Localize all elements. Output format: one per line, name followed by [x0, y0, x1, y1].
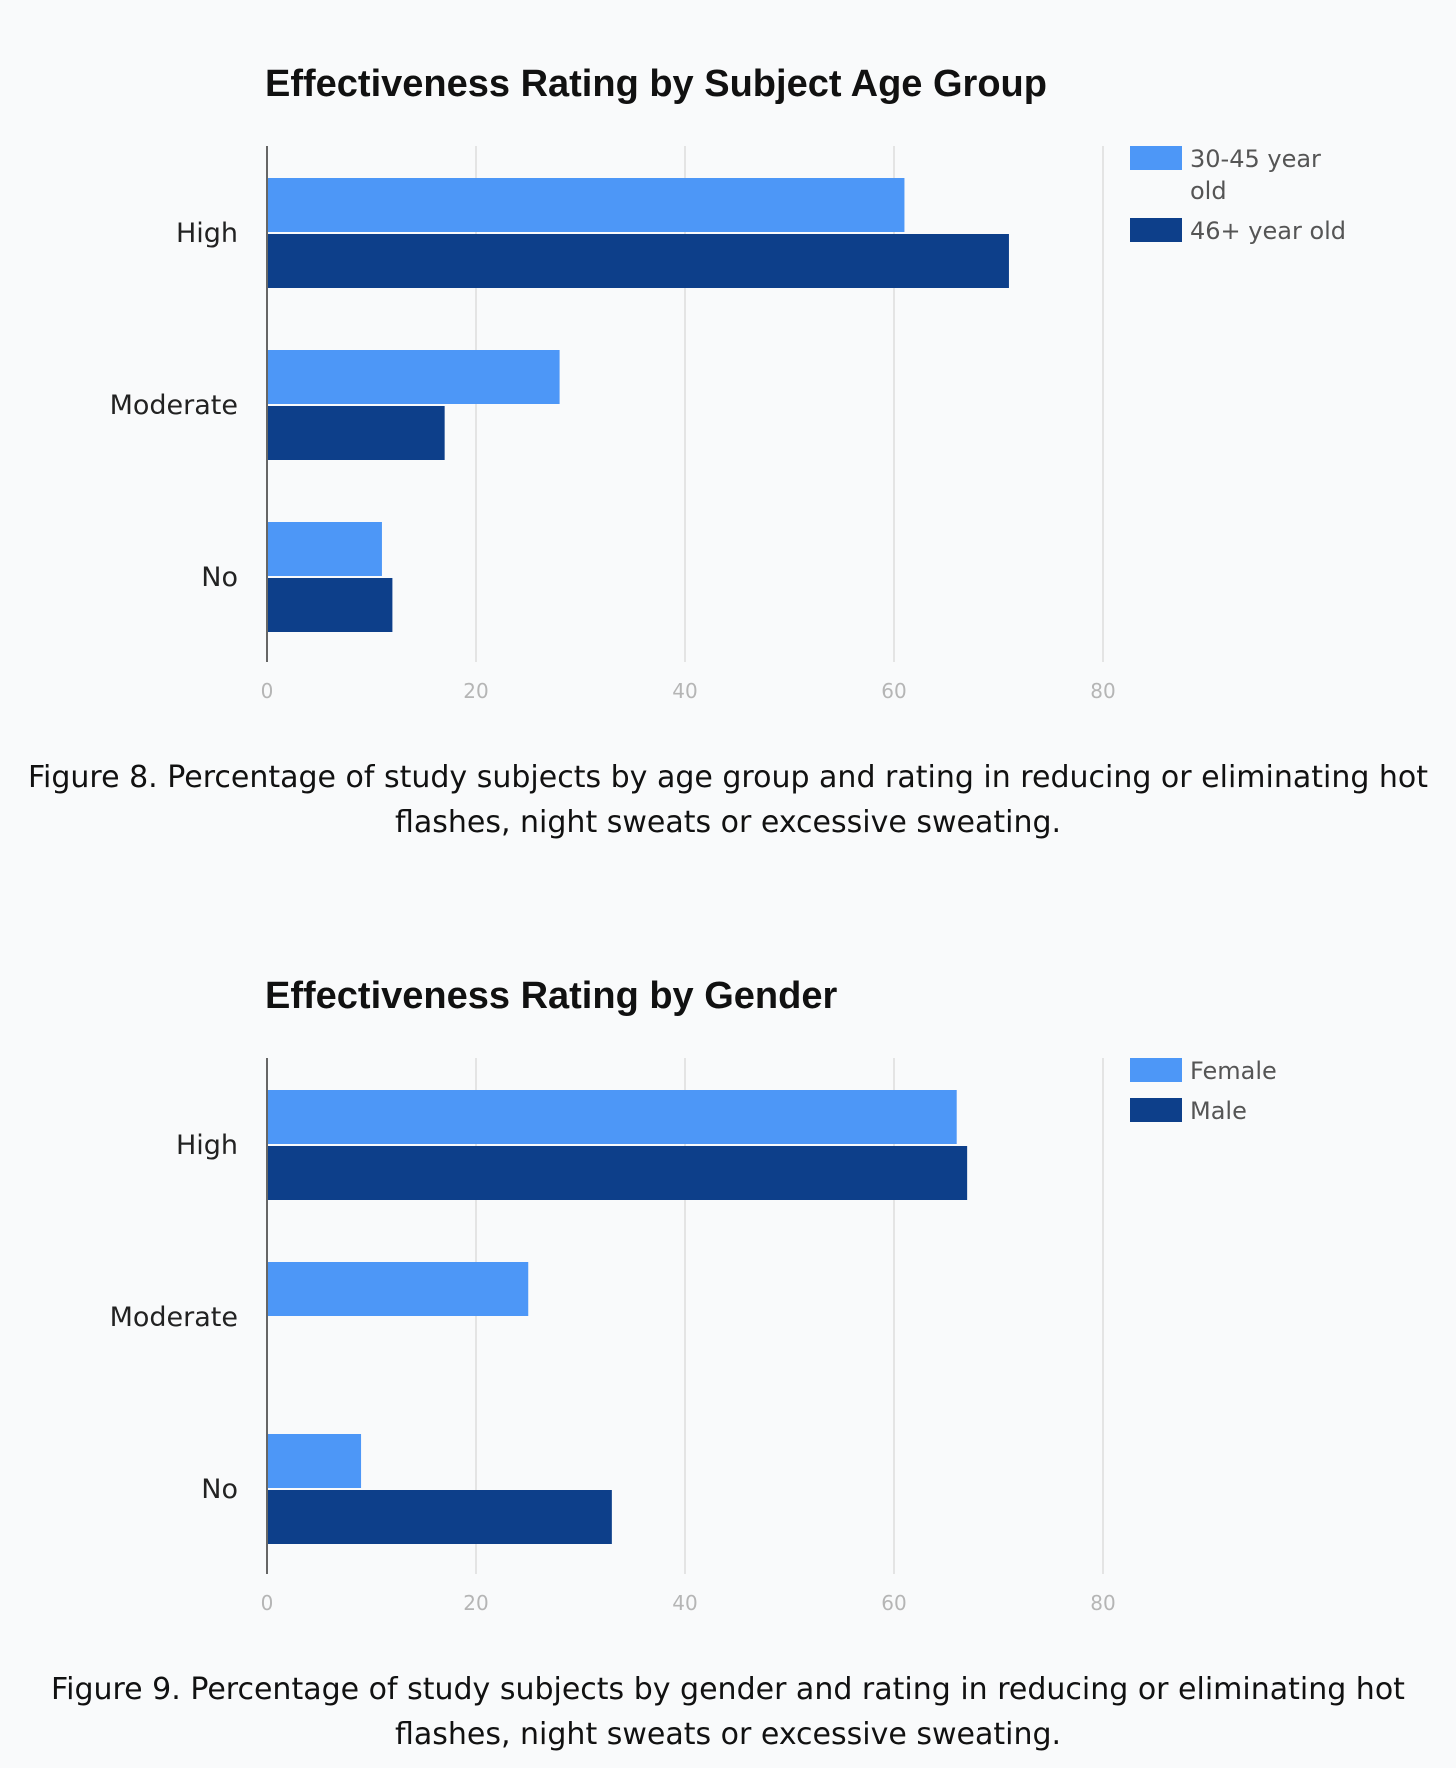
category-label: No	[201, 562, 238, 593]
category-label: Moderate	[110, 1302, 238, 1333]
bar	[267, 406, 445, 460]
x-tick-label: 40	[672, 1591, 697, 1615]
x-tick-label: 60	[881, 679, 906, 703]
figure-9-caption: Figure 9. Percentage of study subjects b…	[0, 1667, 1456, 1757]
bar	[267, 350, 560, 404]
x-tick-label: 20	[463, 679, 488, 703]
legend-label: Male	[1190, 1097, 1247, 1125]
caption-line: Figure 9. Percentage of study subjects b…	[51, 1672, 1405, 1707]
category-label: High	[176, 1130, 238, 1161]
bar	[267, 522, 382, 576]
caption-line: flashes, night sweats or excessive sweat…	[394, 805, 1062, 840]
x-tick-label: 80	[1090, 1591, 1115, 1615]
category-label: Moderate	[110, 390, 238, 421]
bar	[267, 1090, 957, 1144]
figure-9: Effectiveness Rating by Gender 0 20 40 60 80 H…	[0, 912, 1456, 1768]
x-tick-label: 0	[261, 679, 274, 703]
chart-age-group: Effectiveness Rating by Subject Age Grou…	[110, 63, 1346, 703]
bar	[267, 1434, 362, 1488]
caption-line: Figure 8. Percentage of study subjects b…	[27, 760, 1429, 795]
legend-swatch	[1130, 146, 1182, 170]
legend-label: 30-45 year	[1190, 145, 1321, 173]
legend-swatch	[1130, 1098, 1182, 1122]
legend-swatch	[1130, 218, 1182, 242]
x-tick-label: 80	[1090, 679, 1115, 703]
x-tick-label: 60	[881, 1591, 906, 1615]
legend-swatch	[1130, 1058, 1182, 1082]
legend-label: old	[1190, 177, 1227, 205]
bar	[267, 578, 393, 632]
caption-line: flashes, night sweats or excessive sweat…	[394, 1717, 1062, 1752]
legend-label: Female	[1190, 1057, 1277, 1085]
figure-8-caption: Figure 8. Percentage of study subjects b…	[0, 755, 1456, 845]
bar	[267, 1146, 968, 1200]
figure-8: Effectiveness Rating by Subject Age Grou…	[0, 0, 1456, 860]
x-tick-label: 0	[261, 1591, 274, 1615]
legend-label: 46+ year old	[1190, 217, 1346, 245]
chart-title: Effectiveness Rating by Subject Age Grou…	[265, 63, 1047, 105]
x-tick-label: 20	[463, 1591, 488, 1615]
bar	[267, 1262, 529, 1316]
category-label: High	[176, 218, 238, 249]
chart-gender: Effectiveness Rating by Gender 0 20 40 60 80 H…	[110, 975, 1277, 1615]
category-label: No	[201, 1474, 238, 1505]
chart-title: Effectiveness Rating by Gender	[265, 975, 837, 1017]
x-tick-label: 40	[672, 679, 697, 703]
bar	[267, 1490, 612, 1544]
bar	[267, 234, 1009, 288]
bar	[267, 178, 905, 232]
